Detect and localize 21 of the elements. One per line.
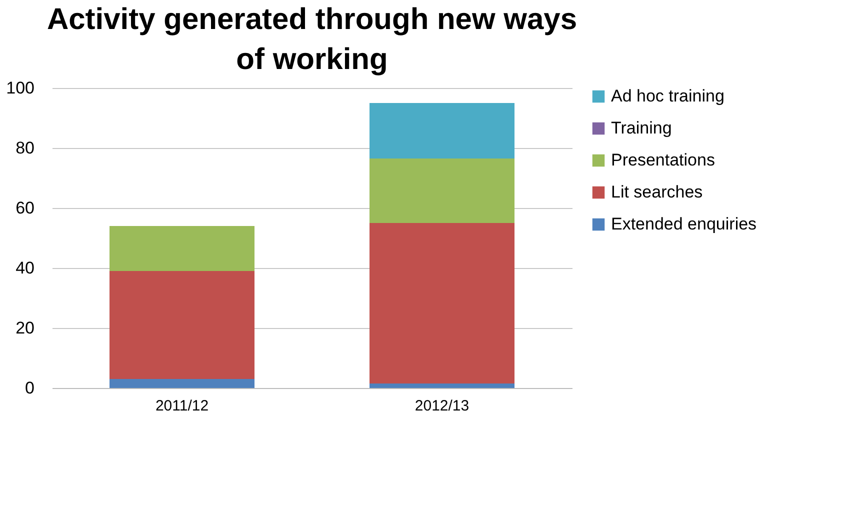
bar — [370, 223, 514, 384]
bar — [110, 271, 254, 379]
y-tick-label: 60 — [16, 198, 34, 218]
x-tick-label: 2011/12 — [155, 398, 209, 414]
bar — [370, 384, 514, 388]
legend-label: Extended enquiries — [611, 214, 757, 234]
y-tick-label: 0 — [25, 378, 34, 398]
bar — [110, 226, 254, 271]
y-tick-label: 40 — [16, 258, 34, 278]
bar — [370, 103, 514, 158]
bar — [370, 158, 514, 223]
legend-label: Ad hoc training — [611, 86, 724, 106]
x-tick-label: 2012/13 — [414, 398, 470, 414]
legend-label: Training — [611, 118, 672, 138]
bar — [110, 379, 254, 388]
legend-label: Lit searches — [611, 182, 703, 202]
y-tick-label: 20 — [16, 318, 34, 338]
y-tick-label: 80 — [16, 138, 34, 158]
y-tick-label: 100 — [6, 78, 34, 98]
chart-title: Activity generated through new ways of working — [46, 3, 578, 76]
legend-label: Presentations — [611, 150, 715, 170]
